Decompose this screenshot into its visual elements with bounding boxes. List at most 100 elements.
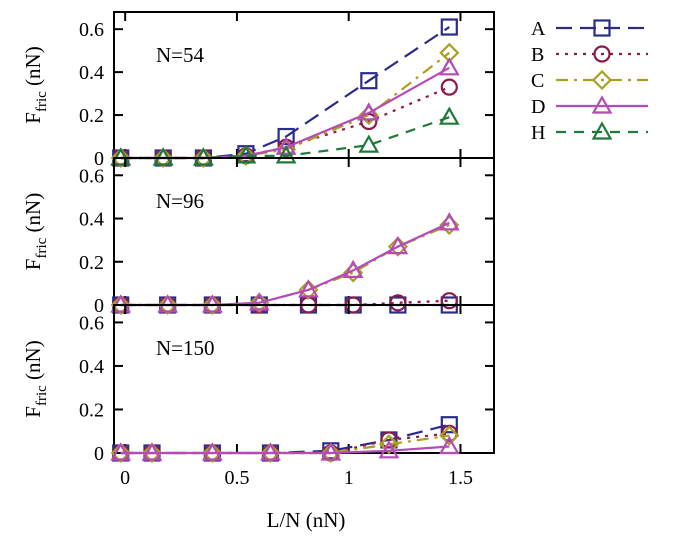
legend-entry-C: C (531, 69, 648, 92)
x-tick-label: 1 (344, 467, 354, 489)
legend-marker (593, 45, 611, 63)
y-tick-label: 0.2 (79, 252, 104, 274)
y-tick-label: 0.2 (79, 105, 104, 127)
data-point (440, 78, 458, 96)
data-point (110, 442, 132, 461)
data-point (141, 442, 163, 464)
data-point (440, 18, 458, 36)
data-point (438, 212, 460, 231)
series-line (120, 224, 450, 307)
y-axis-title-main: F (21, 112, 45, 124)
data-point (248, 292, 270, 311)
panel-label: N=150 (156, 336, 215, 360)
panel-frame (113, 157, 495, 306)
panel-1: 0 0.2 0.4 0.6 Ffric (nN) N=54 (21, 11, 495, 170)
data-point (277, 127, 295, 146)
data-point (260, 442, 281, 464)
y-axis-title-unit: (nN) (21, 193, 45, 238)
y-axis-title-unit: (nN) (21, 340, 45, 385)
legend-label: A (531, 18, 546, 40)
panels-layer: 0 0.2 0.4 0.6 Ffric (nN) N=54 0 0.2 0.4 0.6 Ffric … (21, 11, 495, 465)
x-tick-label: 0.5 (224, 467, 249, 489)
data-point (260, 442, 281, 461)
data-point (202, 294, 223, 316)
x-axis-title: L/N (nN) (267, 508, 346, 532)
y-tick-label: 0 (94, 295, 104, 317)
data-point (438, 57, 460, 76)
data-point (235, 145, 256, 166)
data-point (438, 435, 460, 455)
y-tick-label: 0.4 (79, 356, 104, 378)
y-tick-label: 0 (94, 148, 104, 170)
data-point (360, 72, 378, 90)
legend-entry-B: B (531, 44, 648, 66)
x-axis: L/N (nN) 0 0.5 1 1.5 (120, 467, 473, 532)
data-point (320, 442, 342, 461)
y-axis-title-sub: fric (34, 385, 50, 406)
y-axis-title-main: F (21, 259, 45, 271)
panel-frame (113, 11, 495, 159)
legend-marker (593, 19, 611, 37)
data-point (141, 442, 163, 461)
y-axis-title: Ffric (nN) (21, 193, 50, 270)
legend-marker (591, 95, 613, 114)
data-point (358, 102, 380, 121)
legend-label: H (531, 122, 545, 144)
data-point (358, 134, 380, 153)
data-point (235, 145, 257, 164)
legend-label: D (531, 96, 545, 118)
x-tick-label: 1.5 (448, 467, 473, 489)
panel-3: 0 0.2 0.4 0.6 Ffric (nN) N=150 (21, 304, 495, 465)
data-point (342, 259, 364, 279)
data-point (439, 425, 460, 446)
data-point (275, 145, 297, 164)
legend-marker (591, 121, 613, 140)
data-point (380, 431, 398, 449)
legend-entry-H: H (531, 121, 648, 144)
y-axis-title: Ffric (nN) (21, 340, 50, 417)
y-axis-title-sub: fric (34, 91, 50, 112)
data-point (320, 442, 341, 464)
panel-label: N=54 (156, 43, 205, 67)
data-point (153, 147, 174, 169)
y-tick-label: 0.6 (79, 19, 104, 41)
data-point (110, 442, 131, 464)
legend-entry-D: D (531, 95, 648, 118)
data-point (298, 279, 319, 298)
data-point (440, 416, 458, 434)
legend-label: C (531, 70, 544, 92)
series-line (120, 86, 450, 160)
data-point (275, 136, 297, 155)
data-point (378, 434, 399, 455)
panel-frame (113, 304, 495, 454)
data-point (201, 442, 223, 461)
data-point (249, 292, 270, 313)
y-tick-label: 0.6 (79, 312, 104, 334)
y-axis-title-unit: (nN) (21, 46, 45, 91)
data-point (110, 147, 131, 169)
y-tick-label: 0.2 (79, 399, 104, 421)
y-axis-title-main: F (21, 406, 45, 418)
data-point (440, 292, 458, 310)
series-line (120, 221, 450, 307)
y-axis-title-sub: fric (34, 237, 50, 258)
data-point (438, 106, 460, 125)
y-tick-label: 0 (94, 443, 104, 465)
series-D (110, 435, 460, 461)
series-line (120, 445, 450, 455)
data-point (389, 294, 407, 312)
y-axis-title: Ffric (nN) (21, 46, 50, 123)
y-tick-label: 0.4 (79, 209, 104, 231)
legend-marker (591, 69, 613, 91)
panel-label: N=96 (156, 189, 204, 213)
legend-entry-A: A (531, 18, 648, 40)
x-tick-label: 0 (120, 467, 130, 489)
data-point (202, 442, 223, 464)
series-C (110, 425, 460, 464)
data-point (378, 440, 400, 459)
panel-2: 0 0.2 0.4 0.6 Ffric (nN) N=96 (21, 157, 495, 317)
legend-label: B (531, 44, 544, 66)
